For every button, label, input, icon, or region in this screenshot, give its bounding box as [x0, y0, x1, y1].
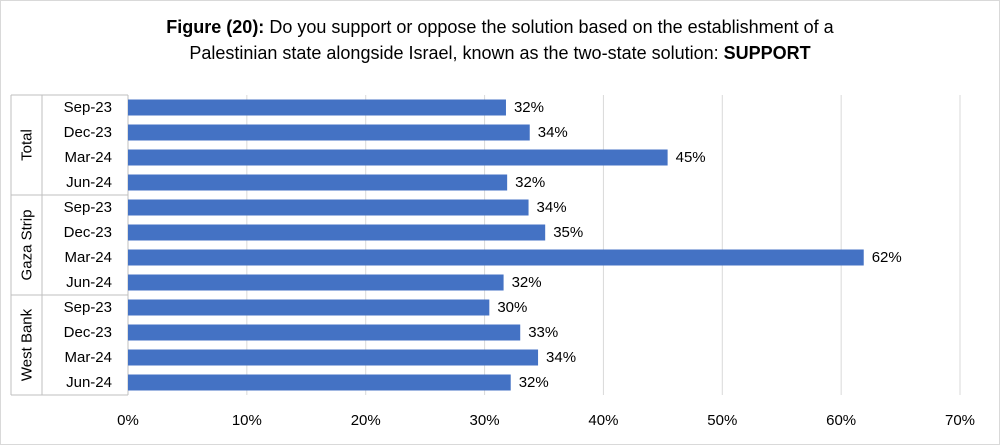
x-tick-label: 20%	[351, 412, 381, 429]
category-label: Jun-24	[66, 374, 112, 391]
category-label: Sep-23	[64, 299, 112, 316]
bar	[128, 174, 508, 191]
data-label: 34%	[546, 349, 576, 366]
data-label: 32%	[514, 99, 544, 116]
bar	[128, 324, 521, 341]
x-tick-label: 50%	[707, 412, 737, 429]
data-label: 45%	[676, 149, 706, 166]
category-label: Jun-24	[66, 174, 112, 191]
data-label: 32%	[519, 374, 549, 391]
title-line-2: Palestinian state alongside Israel, know…	[0, 40, 1000, 66]
x-tick-label: 10%	[232, 412, 262, 429]
title-line2-text: Palestinian state alongside Israel, know…	[189, 43, 724, 63]
data-label: 34%	[538, 124, 568, 141]
category-label: Dec-23	[64, 324, 112, 341]
bar	[128, 374, 511, 391]
chart-title: Figure (20): Do you support or oppose th…	[0, 14, 1000, 66]
data-label: 32%	[515, 174, 545, 191]
data-label: 30%	[497, 299, 527, 316]
bar	[128, 224, 546, 241]
bar	[128, 99, 506, 116]
category-label: Mar-24	[64, 349, 112, 366]
title-line-1: Figure (20): Do you support or oppose th…	[0, 14, 1000, 40]
x-tick-label: 40%	[588, 412, 618, 429]
group-label: Total	[19, 129, 36, 161]
category-label: Sep-23	[64, 99, 112, 116]
category-label: Jun-24	[66, 274, 112, 291]
bar	[128, 249, 864, 266]
x-tick-label: 0%	[117, 412, 139, 429]
data-label: 34%	[537, 199, 567, 216]
title-line1-text: Do you support or oppose the solution ba…	[264, 17, 834, 37]
group-label: West Bank	[19, 308, 36, 381]
data-label: 33%	[528, 324, 558, 341]
x-tick-label: 70%	[945, 412, 975, 429]
group-label: Gaza Strip	[19, 210, 36, 281]
category-label: Mar-24	[64, 249, 112, 266]
data-label: 62%	[872, 249, 902, 266]
x-tick-label: 60%	[826, 412, 856, 429]
bar	[128, 199, 529, 216]
category-label: Dec-23	[64, 124, 112, 141]
bar	[128, 274, 504, 291]
bar	[128, 299, 490, 316]
category-label: Mar-24	[64, 149, 112, 166]
bar	[128, 349, 539, 366]
title-prefix: Figure (20):	[166, 17, 265, 37]
x-tick-label: 30%	[470, 412, 500, 429]
data-label: 32%	[512, 274, 542, 291]
data-label: 35%	[553, 224, 583, 241]
title-suffix: SUPPORT	[723, 43, 811, 63]
category-label: Dec-23	[64, 224, 112, 241]
bar	[128, 149, 668, 166]
category-label: Sep-23	[64, 199, 112, 216]
bar	[128, 124, 530, 141]
